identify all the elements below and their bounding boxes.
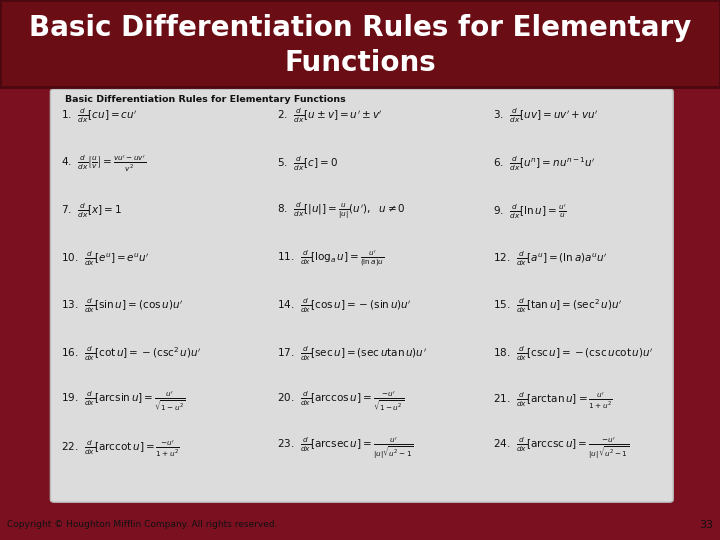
Text: 7.  $\frac{d}{dx}[x] = 1$: 7. $\frac{d}{dx}[x] = 1$: [61, 202, 122, 220]
Text: 19.  $\frac{d}{dx}[\arcsin u] = \frac{u'}{\sqrt{1-u^2}}$: 19. $\frac{d}{dx}[\arcsin u] = \frac{u'}…: [61, 389, 186, 413]
Text: 13.  $\frac{d}{dx}[\sin u] = (\cos u)u'$: 13. $\frac{d}{dx}[\sin u] = (\cos u)u'$: [61, 297, 184, 315]
Text: 12.  $\frac{d}{dx}[a^u] = (\ln a)a^u u'$: 12. $\frac{d}{dx}[a^u] = (\ln a)a^u u'$: [493, 249, 608, 268]
Text: Basic Differentiation Rules for Elementary: Basic Differentiation Rules for Elementa…: [29, 14, 691, 42]
Text: 2.  $\frac{d}{dx}[u \pm v] = u' \pm v'$: 2. $\frac{d}{dx}[u \pm v] = u' \pm v'$: [277, 107, 383, 125]
Text: 10.  $\frac{d}{dx}[e^u] = e^u u'$: 10. $\frac{d}{dx}[e^u] = e^u u'$: [61, 249, 150, 268]
Text: Functions: Functions: [284, 49, 436, 77]
Text: 6.  $\frac{d}{dx}[u^n] = nu^{n-1}u'$: 6. $\frac{d}{dx}[u^n] = nu^{n-1}u'$: [493, 154, 595, 173]
Text: 17.  $\frac{d}{dx}[\sec u] = (\sec u\tan u)u'$: 17. $\frac{d}{dx}[\sec u] = (\sec u\tan …: [277, 345, 427, 363]
Text: 8.  $\frac{d}{dx}[|u|] = \frac{u}{|u|}(u'),\ \ u \neq 0$: 8. $\frac{d}{dx}[|u|] = \frac{u}{|u|}(u'…: [277, 201, 406, 221]
Text: 16.  $\frac{d}{dx}[\cot u] = -(\csc^2 u)u'$: 16. $\frac{d}{dx}[\cot u] = -(\csc^2 u)u…: [61, 345, 202, 363]
Text: 23.  $\frac{d}{dx}[\mathrm{arcsec}\, u] = \frac{u'}{|u|\sqrt{u^2-1}}$: 23. $\frac{d}{dx}[\mathrm{arcsec}\, u] =…: [277, 436, 414, 462]
Text: 21.  $\frac{d}{dx}[\arctan u] = \frac{u'}{1+u^2}$: 21. $\frac{d}{dx}[\arctan u] = \frac{u'}…: [493, 391, 613, 411]
Text: 1.  $\frac{d}{dx}[cu] = cu'$: 1. $\frac{d}{dx}[cu] = cu'$: [61, 107, 138, 125]
Text: 3.  $\frac{d}{dx}[uv] = uv' + vu'$: 3. $\frac{d}{dx}[uv] = uv' + vu'$: [493, 107, 599, 125]
Text: 20.  $\frac{d}{dx}[\arccos u] = \frac{-u'}{\sqrt{1-u^2}}$: 20. $\frac{d}{dx}[\arccos u] = \frac{-u'…: [277, 389, 405, 413]
Text: 18.  $\frac{d}{dx}[\csc u] = -(\csc u\cot u)u'$: 18. $\frac{d}{dx}[\csc u] = -(\csc u\cot…: [493, 345, 654, 363]
Text: 4.  $\frac{d}{dx}\left[\frac{u}{v}\right] = \frac{vu' - uv'}{v^2}$: 4. $\frac{d}{dx}\left[\frac{u}{v}\right]…: [61, 153, 146, 174]
Text: Copyright © Houghton Mifflin Company. All rights reserved.: Copyright © Houghton Mifflin Company. Al…: [7, 521, 278, 529]
Text: 9.  $\frac{d}{dx}[\ln u] = \frac{u'}{u}$: 9. $\frac{d}{dx}[\ln u] = \frac{u'}{u}$: [493, 202, 567, 220]
Text: 22.  $\frac{d}{dx}[\mathrm{arccot}\, u] = \frac{-u'}{1+u^2}$: 22. $\frac{d}{dx}[\mathrm{arccot}\, u] =…: [61, 438, 180, 459]
FancyBboxPatch shape: [50, 89, 673, 502]
Text: 33: 33: [699, 520, 713, 530]
Text: 24.  $\frac{d}{dx}[\mathrm{arccsc}\, u] = \frac{-u'}{|u|\sqrt{u^2-1}}$: 24. $\frac{d}{dx}[\mathrm{arccsc}\, u] =…: [493, 436, 629, 462]
Text: 11.  $\frac{d}{dx}[\log_a u] = \frac{u'}{(\ln a)u}$: 11. $\frac{d}{dx}[\log_a u] = \frac{u'}{…: [277, 248, 384, 269]
Text: Basic Differentiation Rules for Elementary Functions: Basic Differentiation Rules for Elementa…: [65, 96, 346, 104]
Text: 14.  $\frac{d}{dx}[\cos u] = -(\sin u)u'$: 14. $\frac{d}{dx}[\cos u] = -(\sin u)u'$: [277, 297, 412, 315]
Text: 5.  $\frac{d}{dx}[c] = 0$: 5. $\frac{d}{dx}[c] = 0$: [277, 154, 338, 173]
Text: 15.  $\frac{d}{dx}[\tan u] = (\sec^2 u)u'$: 15. $\frac{d}{dx}[\tan u] = (\sec^2 u)u'…: [493, 297, 623, 315]
Bar: [0, 0, 720, 87]
